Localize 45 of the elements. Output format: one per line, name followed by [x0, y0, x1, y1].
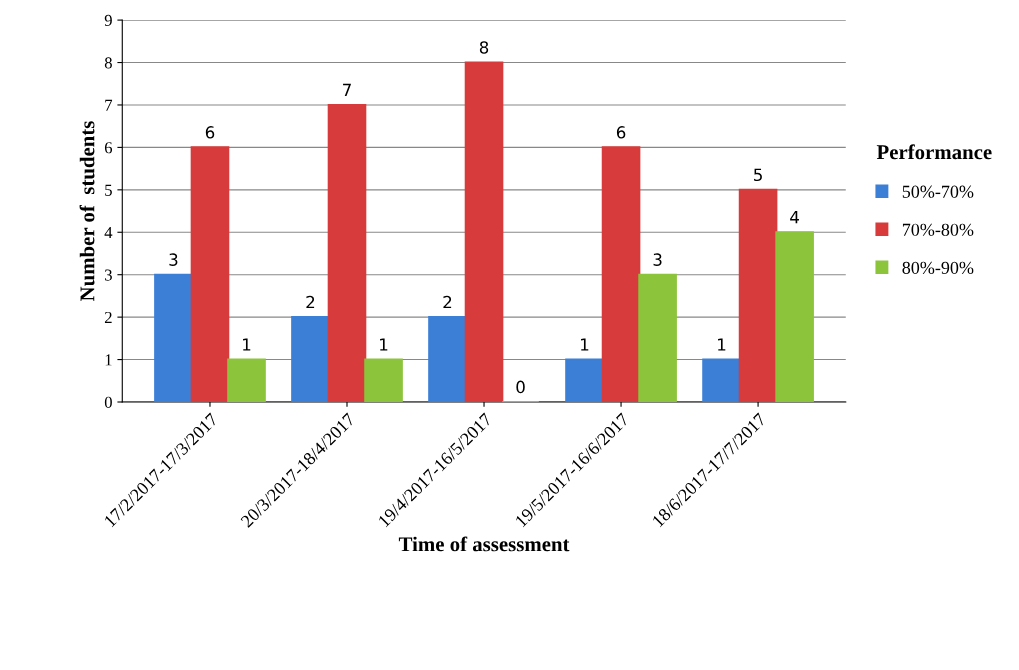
bar: [738, 188, 778, 402]
y-tick-label: 7: [105, 99, 113, 111]
y-tick-label: 0: [104, 396, 112, 408]
y-tick-label: 4: [104, 227, 113, 239]
data-label: 1: [243, 338, 251, 351]
bar: [428, 316, 467, 402]
data-label: 2: [306, 295, 315, 309]
data-label: 5: [754, 168, 762, 182]
bar: [227, 358, 266, 402]
x-axis-title: Time of assessment: [398, 536, 570, 552]
legend-label: 70%-80%: [902, 223, 974, 236]
data-label: 1: [718, 338, 726, 351]
data-label: 1: [380, 338, 388, 351]
data-label: 7: [343, 83, 351, 96]
y-tick-label: 2: [104, 311, 112, 323]
bar: [364, 358, 403, 402]
data-label: 0: [516, 380, 525, 394]
data-label: 6: [616, 126, 626, 139]
bar: [565, 358, 604, 402]
y-tick-label: 3: [105, 269, 112, 281]
data-label: 8: [479, 41, 489, 54]
bar: [190, 146, 230, 402]
y-axis-title: Number of students: [79, 121, 95, 302]
legend-label: 80%-90%: [902, 261, 974, 274]
data-label: 3: [169, 253, 178, 266]
legend-title: Performance: [876, 144, 992, 160]
bar: [464, 61, 504, 402]
y-tick-label: 6: [104, 142, 113, 154]
data-label: 3: [653, 253, 662, 266]
y-tick-label: 8: [104, 57, 112, 69]
y-tick-label: 1: [105, 354, 112, 366]
data-label: 4: [790, 211, 799, 224]
bar: [601, 146, 641, 402]
bar: [775, 231, 814, 402]
bar: [702, 358, 741, 402]
data-label: 6: [205, 126, 215, 139]
y-tick-label: 9: [104, 14, 112, 27]
data-label: 2: [443, 295, 452, 309]
y-tick-label: 5: [105, 184, 112, 196]
bar: [327, 103, 367, 402]
bar: [154, 273, 193, 402]
bar: [291, 316, 330, 402]
legend-label: 50%-70%: [902, 185, 974, 198]
data-label: 1: [581, 338, 589, 351]
bar: [638, 273, 677, 402]
